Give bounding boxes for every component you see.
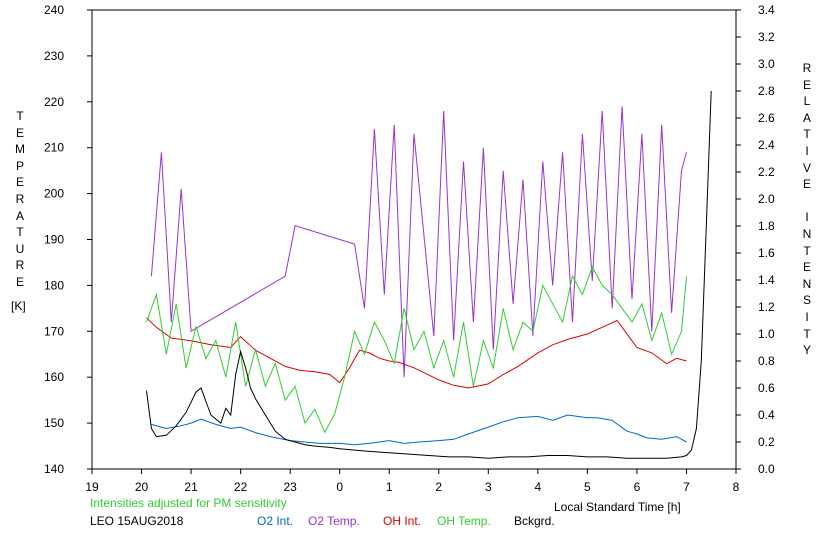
legend-o2-int: O2 Int. [257,514,294,528]
y-right-tick-label: 0.0 [758,462,775,476]
y-right-tick-label: 2.8 [758,84,775,98]
y-right-tick-label: 1.0 [758,327,775,341]
x-tick-label: 5 [584,480,591,494]
x-tick-label: 0 [336,480,343,494]
y-right-tick-label: 1.4 [758,273,775,287]
y-left-tick-label: 220 [44,95,64,109]
y-axis-right-ticks: 0.0 0.2 0.4 0.6 0.8 1.0 1.2 1.4 1.6 1.8 2.0 2.2 2.4 2… [736,3,775,476]
y-right-tick-label: 0.6 [758,381,775,395]
y-left-tick-label: 170 [44,324,64,338]
series-layer [146,90,712,459]
x-tick-label: 21 [184,480,198,494]
x-tick-label: 2 [435,480,442,494]
x-tick-label: 20 [135,480,149,494]
legend-oh-temp: OH Temp. [437,514,491,528]
series-line-o2-temp [150,106,687,378]
y-right-tick-label: 3.4 [758,3,775,17]
y-right-tick-label: 1.6 [758,246,775,260]
series-line-oh-int [146,317,687,389]
legend-o2-temp: O2 Temp. [308,514,360,528]
legend-bckgrd: Bckgrd. [514,514,555,528]
y-right-tick-label: 2.2 [758,165,775,179]
y-left-tick-label: 230 [44,49,64,63]
y-right-tick-label: 2.4 [758,138,775,152]
y-right-tick-label: 0.4 [758,408,775,422]
x-tick-label: 3 [485,480,492,494]
legend-oh-int: OH Int. [383,514,422,528]
x-axis-ticks: 19 20 21 22 23 0 1 2 3 4 5 6 7 8 [85,469,740,494]
y-left-tick-label: 140 [44,462,64,476]
y-left-tick-label: 180 [44,278,64,292]
y-left-tick-label: 210 [44,141,64,155]
y-right-tick-label: 2.0 [758,192,775,206]
y-right-tick-label: 3.0 [758,57,775,71]
station-date-label: LEO 15AUG2018 [90,514,184,528]
x-tick-label: 23 [283,480,297,494]
x-axis-title: Local Standard Time [h] [554,500,681,514]
x-tick-label: 22 [234,480,248,494]
series-line-oh-temp [146,265,687,434]
x-tick-label: 1 [386,480,393,494]
y-right-tick-label: 1.2 [758,300,775,314]
y-right-tick-label: 3.2 [758,30,775,44]
x-tick-label: 8 [733,480,740,494]
series-line-bckgrd [146,90,712,459]
x-tick-label: 6 [634,480,641,494]
y-axis-left-unit: [K] [11,299,26,313]
y-right-tick-label: 2.6 [758,111,775,125]
y-right-tick-label: 0.2 [758,435,775,449]
y-left-tick-label: 150 [44,416,64,430]
sensitivity-note: Intensities adjusted for PM sensitivity [90,496,287,510]
series-line-o2-int [151,414,687,446]
y-axis-left-ticks: 140 150 160 170 180 190 200 210 220 230 240 [44,3,92,476]
y-left-tick-label: 200 [44,187,64,201]
plot-border [91,9,737,470]
y-right-tick-label: 1.8 [758,219,775,233]
x-tick-label: 4 [535,480,542,494]
x-tick-label: 7 [683,480,690,494]
plot-frame [91,9,737,470]
y-right-tick-label: 0.8 [758,354,775,368]
x-tick-label: 19 [85,480,99,494]
y-left-tick-label: 240 [44,3,64,17]
y-left-tick-label: 160 [44,370,64,384]
y-left-tick-label: 190 [44,233,64,247]
